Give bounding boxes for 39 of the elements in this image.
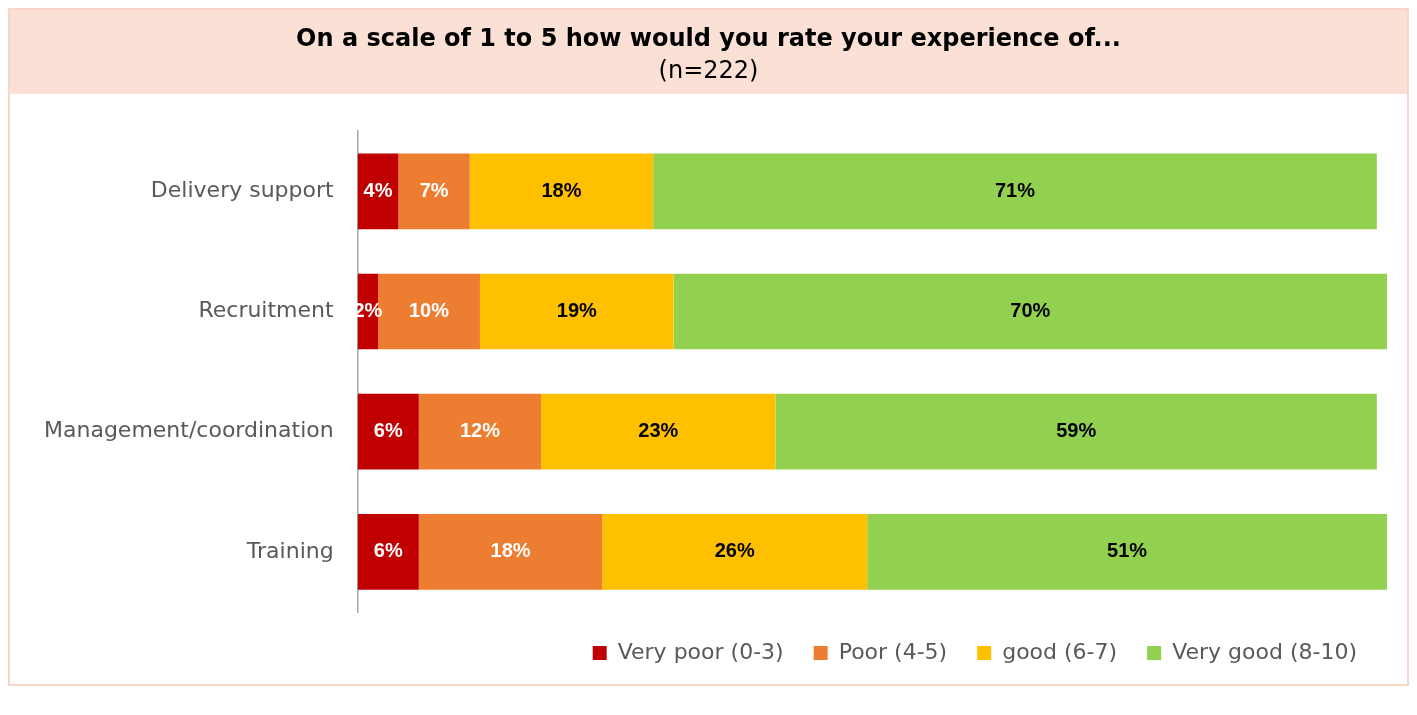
bar xyxy=(398,153,470,230)
data-label: 18% xyxy=(490,539,531,562)
data-label: 71% xyxy=(994,178,1036,201)
chart-title: On a scale of 1 to 5 how would you rate your experience of... xyxy=(295,24,1122,52)
bar xyxy=(867,514,1387,590)
data-label: 26% xyxy=(714,539,755,562)
data-label: 18% xyxy=(541,178,582,201)
data-label: 70% xyxy=(1010,299,1051,322)
data-label: 7% xyxy=(419,178,449,201)
y-tick-label: Training xyxy=(245,537,334,563)
bar xyxy=(357,153,399,230)
y-tick-label: Recruitment xyxy=(198,297,335,323)
bar xyxy=(479,273,674,350)
bar xyxy=(541,393,776,470)
data-label: 23% xyxy=(638,419,679,442)
legend-label: Very good (8-10) xyxy=(1172,638,1357,664)
legend-label: Very poor (0-3) xyxy=(617,638,784,664)
y-tick-label: Management/coordination xyxy=(44,417,334,443)
data-label: 59% xyxy=(1056,419,1097,442)
data-label: 6% xyxy=(373,419,403,442)
bar xyxy=(418,393,542,470)
data-label: 19% xyxy=(556,299,597,322)
legend-label: Poor (4-5) xyxy=(838,638,948,664)
bar xyxy=(775,393,1377,470)
bar xyxy=(357,514,419,590)
data-label: 6% xyxy=(373,539,403,562)
data-label: 12% xyxy=(459,419,501,442)
legend-label: good (6-7) xyxy=(1002,638,1118,664)
bar xyxy=(469,153,654,230)
data-label: 51% xyxy=(1107,539,1148,562)
bar xyxy=(653,153,1377,230)
data-label: 4% xyxy=(363,178,393,201)
y-tick-label: Delivery support xyxy=(150,177,335,203)
bar xyxy=(418,514,603,590)
bar xyxy=(673,273,1387,350)
chart-subtitle: (n=222) xyxy=(657,56,760,84)
bar xyxy=(602,514,868,590)
bar xyxy=(357,393,419,470)
data-label: 10% xyxy=(408,299,450,322)
